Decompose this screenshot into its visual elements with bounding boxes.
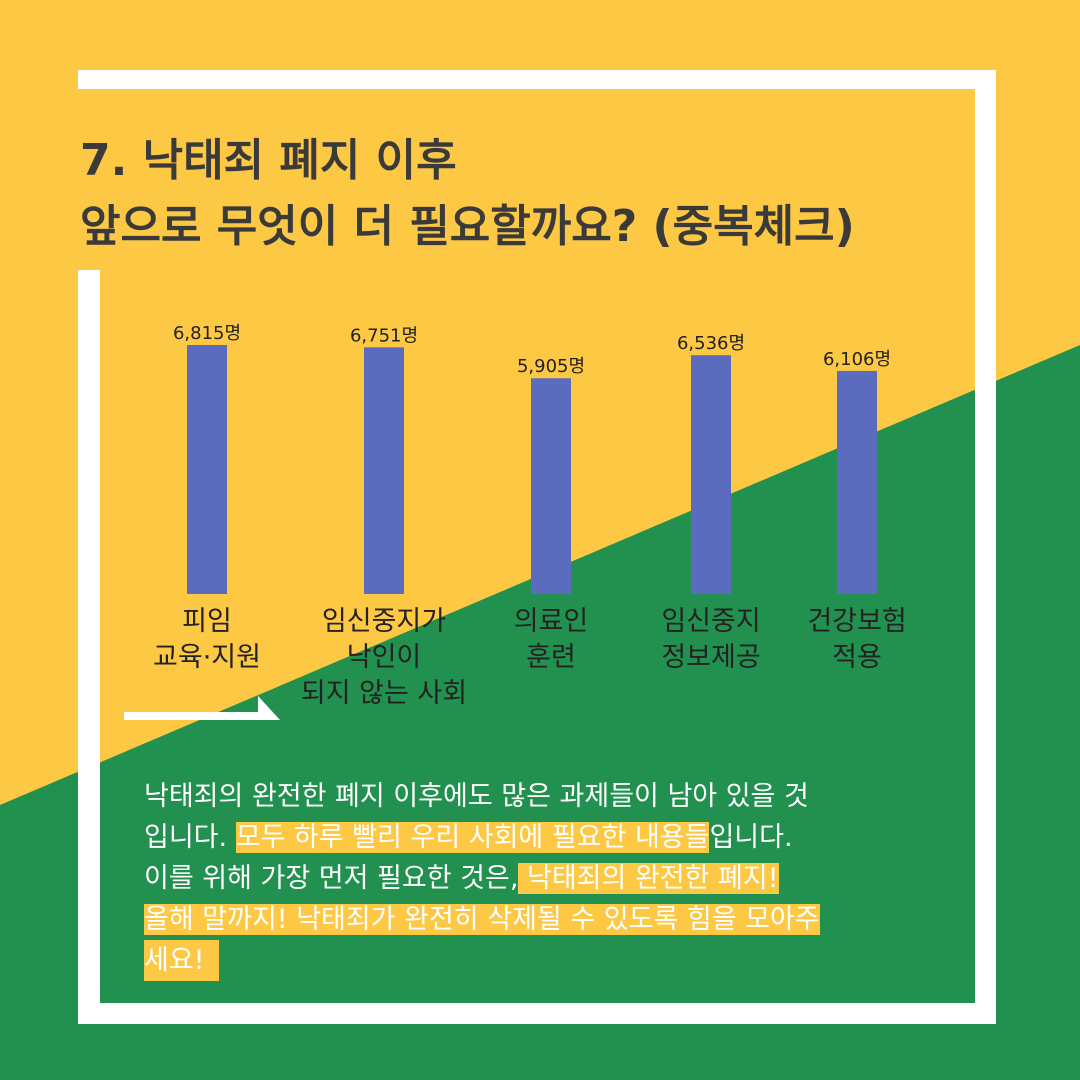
body-highlight-2: 낙태죄의 완전한 폐지! (518, 863, 779, 894)
body-highlight-1: 모두 하루 빨리 우리 사회에 필요한 내용들 (235, 822, 710, 853)
value-label-3: 5,905명 (517, 356, 585, 377)
category-label-2-line-2: 낙인이 (347, 642, 422, 673)
bar-5 (837, 370, 877, 594)
frame-top (78, 70, 996, 89)
body-text-2c: 입니다. (709, 822, 793, 853)
frame-right (975, 70, 996, 1024)
body-text-2a: 입니다. (144, 822, 236, 853)
title-line-1: 7. 낙태죄 폐지 이후 (80, 135, 457, 186)
value-label-4: 6,536명 (677, 333, 745, 354)
title-line-2: 앞으로 무엇이 더 필요할까요? (중복체크) (80, 201, 855, 252)
category-label-3-line-2: 훈련 (526, 642, 576, 673)
frame-bottom (78, 1003, 996, 1024)
body-line-2: 입니다. 모두 하루 빨리 우리 사회에 필요한 내용들입니다. (144, 817, 944, 858)
value-label-1: 6,815명 (173, 323, 241, 344)
value-label-2: 6,751명 (350, 325, 418, 346)
category-label-2-line-1: 임신중지가 (322, 606, 446, 637)
category-label-5-line-1: 건강보험 (807, 606, 906, 637)
category-label-5-line-2: 적용 (832, 642, 882, 673)
bar-1 (187, 345, 227, 594)
body-line-3: 이를 위해 가장 먼저 필요한 것은, 낙태죄의 완전한 폐지! (144, 858, 944, 899)
body-highlight-3: 올해 말까지! 낙태죄가 완전히 삭제될 수 있도록 힘을 모아주 (144, 904, 820, 935)
value-label-5: 6,106명 (823, 349, 891, 370)
category-label-3-line-1: 의료인 (514, 606, 589, 637)
bar-4 (691, 355, 731, 594)
category-label-2-line-3: 되지 않는 사회 (301, 678, 467, 709)
body-text-1: 낙태죄의 완전한 폐지 이후에도 많은 과제들이 남아 있을 것 (144, 781, 809, 812)
frame-left (78, 270, 100, 1024)
body-text-3a: 이를 위해 가장 먼저 필요한 것은, (144, 863, 519, 894)
body-line-5: 세요! (144, 940, 944, 981)
body-line-1: 낙태죄의 완전한 폐지 이후에도 많은 과제들이 남아 있을 것 (144, 776, 944, 817)
bar-2 (364, 347, 404, 594)
category-label-4-line-1: 임신중지 (661, 606, 760, 637)
arrow-accent (124, 696, 280, 720)
category-label-1-line-1: 피임 (182, 606, 232, 637)
body-text: 낙태죄의 완전한 폐지 이후에도 많은 과제들이 남아 있을 것 입니다. 모두… (144, 776, 944, 981)
category-label-4-line-2: 정보제공 (661, 642, 760, 673)
category-label-1-line-2: 교육·지원 (153, 642, 261, 673)
page-title: 7. 낙태죄 폐지 이후 앞으로 무엇이 더 필요할까요? (중복체크) (80, 128, 855, 260)
bar-3 (531, 378, 571, 594)
body-line-4: 올해 말까지! 낙태죄가 완전히 삭제될 수 있도록 힘을 모아주 (144, 899, 944, 940)
body-highlight-4: 세요! (144, 940, 219, 981)
